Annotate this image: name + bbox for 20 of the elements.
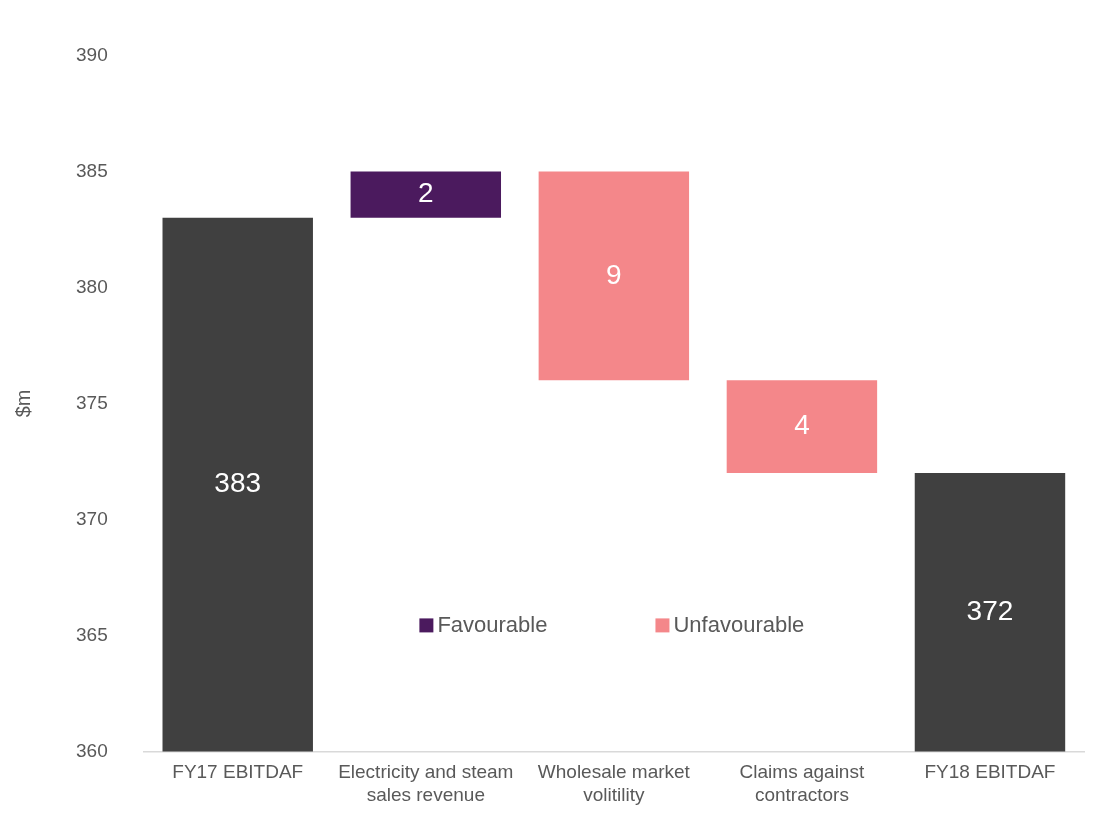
data-label: 383 [214, 467, 262, 499]
y-tick-label: 390 [76, 43, 108, 65]
x-tick-label: FY18 EBITDAF [924, 761, 1056, 783]
x-tick-label: Wholesale market volitility [537, 761, 691, 805]
y-tick-label: 365 [76, 623, 108, 645]
y-tick-label: 370 [76, 507, 108, 529]
data-label: 9 [606, 258, 622, 290]
x-tick-label: Claims against contractors [739, 761, 865, 805]
legend-label: Unfavourable [673, 612, 805, 638]
data-label: 4 [794, 409, 810, 441]
y-tick-label: 375 [76, 391, 108, 413]
data-label: 2 [418, 177, 434, 209]
x-tick-label: FY17 EBITDAF [172, 761, 304, 783]
y-tick-label: 360 [76, 739, 108, 761]
x-tick-label: Electricity and steam sales revenue [338, 761, 514, 805]
data-label: 372 [966, 594, 1014, 626]
y-tick-label: 385 [76, 159, 108, 181]
y-tick-label: 380 [76, 275, 108, 297]
y-axis-title: $m [11, 389, 34, 418]
legend-label: Favourable [437, 612, 548, 638]
